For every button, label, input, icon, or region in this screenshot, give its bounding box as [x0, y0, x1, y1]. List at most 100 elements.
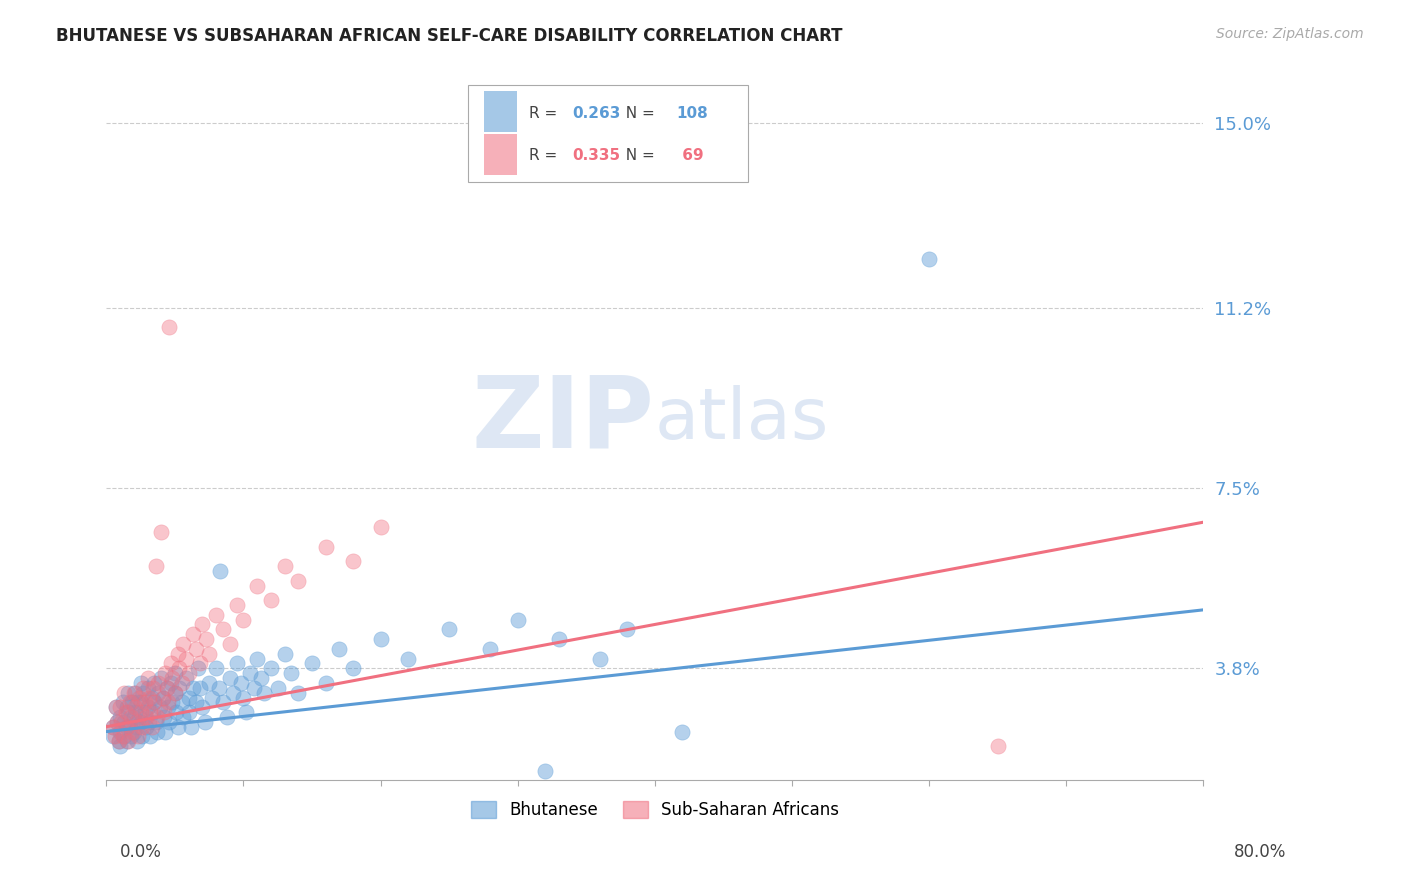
Text: Source: ZipAtlas.com: Source: ZipAtlas.com	[1216, 27, 1364, 41]
Point	[212, 623, 235, 637]
Point	[160, 671, 183, 685]
Point	[124, 686, 146, 700]
Point	[195, 632, 218, 646]
Point	[136, 681, 159, 695]
Point	[138, 690, 160, 705]
Point	[157, 700, 180, 714]
Point	[104, 730, 127, 744]
Point	[246, 578, 269, 592]
Point	[201, 690, 224, 705]
Point	[280, 666, 302, 681]
Point	[479, 641, 502, 656]
Point	[918, 252, 941, 267]
Point	[155, 666, 177, 681]
Text: BHUTANESE VS SUBSAHARAN AFRICAN SELF-CARE DISABILITY CORRELATION CHART: BHUTANESE VS SUBSAHARAN AFRICAN SELF-CAR…	[56, 27, 842, 45]
Point	[128, 690, 150, 705]
Point	[141, 690, 163, 705]
Point	[111, 730, 134, 744]
Point	[111, 695, 134, 709]
Point	[127, 730, 149, 744]
Point	[152, 690, 174, 705]
Point	[142, 681, 165, 695]
FancyBboxPatch shape	[468, 85, 748, 182]
Point	[191, 700, 214, 714]
Point	[205, 607, 228, 622]
Point	[115, 720, 138, 734]
Point	[174, 651, 197, 665]
Point	[188, 681, 211, 695]
Point	[315, 540, 337, 554]
Point	[134, 695, 156, 709]
Point	[166, 720, 188, 734]
Point	[160, 676, 183, 690]
Point	[225, 598, 247, 612]
Point	[301, 657, 323, 671]
Point	[172, 710, 194, 724]
Point	[174, 671, 197, 685]
Point	[167, 661, 190, 675]
Point	[124, 705, 146, 719]
Text: 80.0%: 80.0%	[1234, 843, 1286, 861]
Point	[260, 661, 283, 675]
Point	[232, 690, 254, 705]
Point	[132, 681, 155, 695]
Point	[120, 710, 142, 724]
Point	[138, 714, 160, 729]
Point	[170, 695, 193, 709]
Point	[163, 666, 186, 681]
Point	[267, 681, 290, 695]
Point	[143, 695, 166, 709]
Point	[105, 714, 128, 729]
Point	[134, 705, 156, 719]
Point	[342, 554, 364, 568]
Point	[215, 710, 238, 724]
Point	[117, 686, 139, 700]
Point	[273, 559, 295, 574]
Point	[172, 637, 194, 651]
Point	[122, 724, 145, 739]
Point	[152, 690, 174, 705]
Point	[110, 714, 132, 729]
Point	[235, 705, 257, 719]
Point	[315, 676, 337, 690]
Point	[148, 676, 170, 690]
Point	[163, 686, 186, 700]
Point	[125, 720, 148, 734]
Point	[125, 734, 148, 748]
Point	[115, 720, 138, 734]
Point	[205, 661, 228, 675]
Point	[987, 739, 1010, 754]
Point	[131, 720, 153, 734]
Text: atlas: atlas	[655, 385, 830, 454]
Point	[209, 564, 232, 578]
Text: N =: N =	[616, 148, 659, 163]
Point	[141, 720, 163, 734]
Point	[160, 657, 183, 671]
Point	[208, 681, 231, 695]
Point	[129, 714, 152, 729]
Point	[165, 705, 187, 719]
Text: R =: R =	[529, 148, 562, 163]
Point	[184, 695, 207, 709]
Point	[671, 724, 693, 739]
Point	[287, 686, 309, 700]
Point	[370, 520, 392, 534]
Point	[150, 524, 173, 539]
Point	[135, 720, 157, 734]
Point	[157, 695, 180, 709]
Point	[250, 671, 273, 685]
Point	[112, 730, 135, 744]
Point	[145, 714, 167, 729]
Text: 0.335: 0.335	[572, 148, 620, 163]
Point	[167, 681, 190, 695]
Point	[547, 632, 569, 646]
Point	[120, 730, 142, 744]
Point	[243, 681, 266, 695]
Point	[187, 661, 209, 675]
Point	[616, 623, 638, 637]
Point	[221, 686, 243, 700]
Point	[108, 739, 131, 754]
Point	[117, 734, 139, 748]
Point	[142, 705, 165, 719]
Point	[177, 705, 200, 719]
